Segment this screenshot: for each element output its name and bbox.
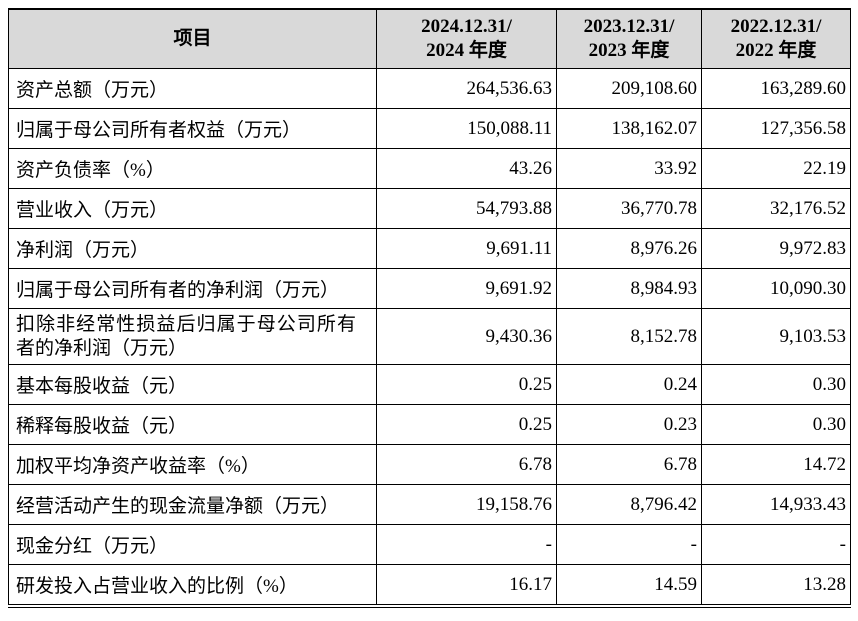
cell-value: 22.19 (701, 148, 851, 189)
cell-value: 9,691.11 (376, 228, 557, 269)
row-label: 营业收入（万元） (8, 188, 377, 229)
cell-value: 6.78 (376, 444, 557, 485)
financial-table: 项目 2024.12.31/2024 年度 2023.12.31/2023 年度 20… (8, 8, 851, 608)
header-line: 2024.12.31/ (421, 16, 512, 37)
header-line: 2022.12.31/ (730, 16, 822, 37)
table-row: 归属于母公司所有者的净利润（万元） 9,691.92 8,984.93 10,090.… (8, 268, 851, 309)
row-label: 基本每股收益（元） (8, 364, 377, 405)
row-label-text: 研发投入占营业收入的比例（%） (16, 576, 298, 597)
column-header: 2023.12.31/2023 年度 (556, 8, 702, 69)
cell-value: - (701, 524, 851, 565)
row-label: 资产总额（万元） (8, 68, 377, 109)
cell-value: 209,108.60 (556, 68, 702, 109)
row-label: 归属于母公司所有者的净利润（万元） (8, 268, 377, 309)
row-label-text: 资产负债率（%） (16, 160, 165, 181)
table-row: 加权平均净资产收益率（%） 6.78 6.78 14.72 (8, 444, 851, 485)
cell-value: 8,796.42 (556, 484, 702, 525)
row-label-text: 基本每股收益（元） (16, 376, 188, 397)
cell-value: 9,430.36 (376, 308, 557, 365)
cell-value: 0.24 (556, 364, 702, 405)
table-row: 扣除非经常性损益后归属于母公司所有者的净利润（万元） 9,430.36 8,152.… (8, 308, 851, 365)
cell-value: 9,691.92 (376, 268, 557, 309)
header-row: 项目 2024.12.31/2024 年度 2023.12.31/2023 年度 20… (8, 8, 851, 69)
cell-value: 10,090.30 (701, 268, 851, 309)
header-line: 2024 年度 (426, 40, 507, 61)
row-label-text: 稀释每股收益（元） (16, 416, 188, 437)
column-header: 2024.12.31/2024 年度 (376, 8, 557, 69)
cell-value: 43.26 (376, 148, 557, 189)
row-label-text: 净利润（万元） (16, 240, 150, 261)
header-line: 2023 年度 (588, 40, 670, 61)
column-header: 2022.12.31/2022 年度 (701, 8, 851, 69)
cell-value: 163,289.60 (701, 68, 851, 109)
cell-value: 8,152.78 (556, 308, 702, 365)
row-label: 扣除非经常性损益后归属于母公司所有者的净利润（万元） (8, 308, 377, 365)
cell-value: 14,933.43 (701, 484, 851, 525)
row-label-text: 归属于母公司所有者的净利润（万元） (16, 280, 340, 301)
cell-value: 13.28 (701, 564, 851, 607)
cell-value: 8,984.93 (556, 268, 702, 309)
cell-value: 32,176.52 (701, 188, 851, 229)
cell-value: 264,536.63 (376, 68, 557, 109)
cell-value: 150,088.11 (376, 108, 557, 149)
table-row: 资产总额（万元） 264,536.63 209,108.60 163,289.60 (8, 68, 851, 109)
cell-value: 0.25 (376, 404, 557, 445)
cell-value: 0.30 (701, 404, 851, 445)
cell-value: 19,158.76 (376, 484, 557, 525)
cell-value: 138,162.07 (556, 108, 702, 149)
table-row: 研发投入占营业收入的比例（%） 16.17 14.59 13.28 (8, 564, 851, 607)
cell-value: 36,770.78 (556, 188, 702, 229)
row-label-text: 经营活动产生的现金流量净额（万元） (16, 496, 340, 517)
row-label-text: 加权平均净资产收益率（%） (16, 456, 260, 477)
table-row: 现金分红（万元） - - - (8, 524, 851, 565)
row-label: 现金分红（万元） (8, 524, 377, 565)
cell-value: 14.59 (556, 564, 702, 607)
table-row: 资产负债率（%） 43.26 33.92 22.19 (8, 148, 851, 189)
cell-value: 54,793.88 (376, 188, 557, 229)
row-label: 稀释每股收益（元） (8, 404, 377, 445)
cell-value: 9,103.53 (701, 308, 851, 365)
row-label-text: 营业收入（万元） (16, 200, 169, 221)
row-label-text: 扣除非经常性损益后归属于母公司所有者的净利润（万元） (16, 313, 356, 359)
row-label: 研发投入占营业收入的比例（%） (8, 564, 377, 607)
row-label: 经营活动产生的现金流量净额（万元） (8, 484, 377, 525)
table-row: 经营活动产生的现金流量净额（万元） 19,158.76 8,796.42 14,933… (8, 484, 851, 525)
cell-value: 6.78 (556, 444, 702, 485)
row-label-text: 归属于母公司所有者权益（万元） (16, 120, 302, 141)
table-row: 稀释每股收益（元） 0.25 0.23 0.30 (8, 404, 851, 445)
cell-value: 127,356.58 (701, 108, 851, 149)
table-row: 基本每股收益（元） 0.25 0.24 0.30 (8, 364, 851, 405)
cell-value: 16.17 (376, 564, 557, 607)
cell-value: - (556, 524, 702, 565)
column-header: 项目 (8, 8, 377, 69)
row-label: 加权平均净资产收益率（%） (8, 444, 377, 485)
row-label-text: 现金分红（万元） (16, 536, 169, 557)
table-row: 营业收入（万元） 54,793.88 36,770.78 32,176.52 (8, 188, 851, 229)
row-label: 净利润（万元） (8, 228, 377, 269)
cell-value: 0.30 (701, 364, 851, 405)
cell-value: 9,972.83 (701, 228, 851, 269)
cell-value: 0.23 (556, 404, 702, 445)
cell-value: - (376, 524, 557, 565)
table-row: 归属于母公司所有者权益（万元） 150,088.11 138,162.07 127,3… (8, 108, 851, 149)
row-label-text: 资产总额（万元） (16, 80, 169, 101)
row-label: 归属于母公司所有者权益（万元） (8, 108, 377, 149)
cell-value: 33.92 (556, 148, 702, 189)
header-line: 2022 年度 (735, 40, 817, 61)
cell-value: 14.72 (701, 444, 851, 485)
table-row: 净利润（万元） 9,691.11 8,976.26 9,972.83 (8, 228, 851, 269)
header-line: 2023.12.31/ (583, 16, 675, 37)
cell-value: 0.25 (376, 364, 557, 405)
row-label: 资产负债率（%） (8, 148, 377, 189)
cell-value: 8,976.26 (556, 228, 702, 269)
